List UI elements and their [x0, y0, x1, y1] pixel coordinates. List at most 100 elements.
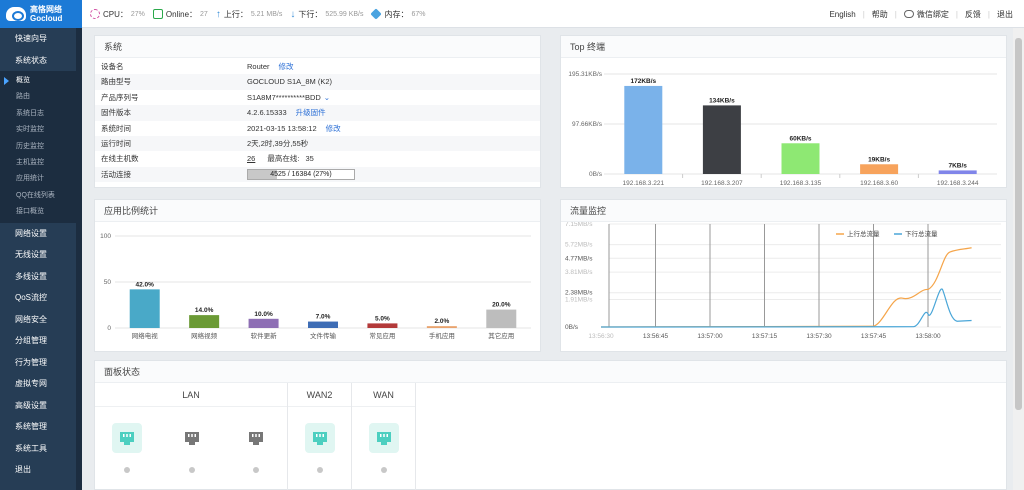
legend-label[interactable]: 下行总流量 — [905, 229, 938, 238]
sidebar-item-1[interactable]: 无线设置 — [15, 250, 47, 260]
app-ratio-panel: 应用比例统计 100 50 0 42.0% 网络电视 14.0% 网络视频 10.0% 软件更新… — [94, 199, 541, 352]
system-row: 在线主机数 26 最高在线: 35 — [95, 151, 540, 166]
port-group-title: LAN — [95, 383, 287, 407]
legend-label[interactable]: 上行总流量 — [847, 229, 880, 238]
logout-link[interactable]: 退出 — [997, 9, 1013, 19]
bar-data-label: 14.0% — [195, 307, 214, 314]
sidebar-subitem-8[interactable]: 接口概览 — [16, 208, 44, 216]
connections-progress-fill — [248, 169, 277, 179]
max-online-value: 35 — [305, 154, 314, 164]
sidebar-item-3[interactable]: QoS流控 — [15, 293, 48, 303]
feedback-link[interactable]: 反馈 — [964, 9, 981, 19]
system-row-value-wrap: 2天,2时,39分,55秒 — [247, 136, 308, 151]
help-link[interactable]: 帮助 — [871, 9, 888, 19]
bar[interactable] — [129, 289, 160, 328]
system-row-value-wrap: 26 最高在线: 35 — [247, 151, 314, 166]
bar[interactable] — [426, 326, 457, 328]
system-row-action-link[interactable]: 升级固件 — [295, 108, 326, 118]
ethernet-port[interactable] — [369, 423, 399, 473]
sidebar-item-system-status[interactable]: 系统状态 — [15, 55, 47, 65]
sidebar-item-quick-guide[interactable]: 快速向导 — [15, 34, 47, 43]
system-row: 固件版本 4.2.6.15333 升级固件 — [95, 105, 540, 121]
wechat-bind-link[interactable]: 微信绑定 — [897, 9, 956, 20]
download-value: 525.99 KB/s — [325, 10, 364, 18]
upload-value: 5.21 MB/s — [250, 10, 283, 18]
bar[interactable] — [860, 164, 899, 174]
system-row-label: 在线主机数 — [101, 154, 139, 164]
bar[interactable] — [624, 85, 663, 174]
sidebar-subitem-4[interactable]: 历史监控 — [16, 142, 44, 150]
system-panel: 系统 设备名 Router 修改 路由型号 GOCLOUD S1A_8M (K2) 产品序… — [94, 35, 541, 188]
sidebar-item-10[interactable]: 系统工具 — [15, 443, 47, 453]
bar-data-label: 42.0% — [135, 281, 154, 288]
sidebar-subitem-2[interactable]: 系统日志 — [16, 109, 44, 117]
system-row-value: S1A8M7**********BDD — [247, 92, 321, 102]
sidebar-item-8[interactable]: 高级设置 — [15, 400, 47, 410]
system-row-label: 设备名 — [101, 62, 124, 71]
system-row-value[interactable]: 26 — [247, 154, 256, 164]
sidebar-item-6[interactable]: 行为管理 — [15, 357, 47, 367]
memory-value: 67% — [411, 10, 426, 18]
x-tick-label: 13:56:45 — [643, 333, 669, 340]
x-tick-label: 手机应用 — [429, 331, 455, 340]
chevron-down-icon[interactable]: ⌄ — [323, 92, 331, 102]
sidebar-item-11[interactable]: 退出 — [15, 465, 31, 475]
sidebar-subitem-5[interactable]: 主机监控 — [16, 158, 44, 166]
port-status-dot — [252, 467, 259, 473]
system-row-label: 产品序列号 — [101, 92, 139, 102]
sidebar-subitem-1[interactable]: 路由 — [16, 93, 30, 101]
memory-stat: 内存： 67% — [370, 8, 426, 20]
bar[interactable] — [938, 170, 977, 174]
logo[interactable]: 高恪网络 Gocloud — [0, 0, 82, 28]
bar-data-label: 60KB/s — [789, 135, 811, 142]
x-tick-label: 13:57:30 — [806, 333, 832, 340]
sidebar-subitem-6[interactable]: 应用统计 — [16, 175, 44, 183]
page-scrollbar[interactable] — [1013, 28, 1024, 490]
series-line[interactable] — [600, 288, 972, 328]
sidebar-subitem-7[interactable]: QQ在线列表 — [16, 191, 55, 199]
ethernet-port[interactable] — [241, 423, 271, 473]
bar[interactable] — [308, 321, 338, 328]
system-row-action-link[interactable]: 修改 — [278, 62, 294, 71]
sidebar-item-4[interactable]: 网络安全 — [15, 314, 47, 324]
system-row-value-wrap: 4.2.6.15333 升级固件 — [247, 105, 326, 120]
x-tick-label: 13:57:15 — [752, 333, 778, 340]
sidebar-item-7[interactable]: 虚拟专网 — [15, 379, 47, 389]
bar[interactable] — [781, 143, 820, 174]
x-tick-label: 192.168.3.60 — [860, 180, 898, 187]
scrollbar-thumb[interactable] — [1015, 38, 1022, 410]
system-row-value: 4.2.6.15333 — [247, 108, 287, 118]
bar-data-label: 134KB/s — [709, 97, 735, 104]
y-tick-label: 100 — [100, 233, 111, 240]
language-link[interactable]: English — [829, 9, 856, 19]
app-ratio-title: 应用比例统计 — [95, 200, 540, 222]
bar[interactable] — [248, 318, 279, 328]
sidebar-subitem-0[interactable]: 概览 — [0, 73, 76, 89]
upload-stat: ↑ 上行： 5.21 MB/s — [216, 9, 283, 20]
sidebar-item-0[interactable]: 网络设置 — [15, 228, 47, 238]
port-group-lan: LAN — [95, 383, 288, 490]
sidebar-item-5[interactable]: 分组管理 — [15, 336, 47, 346]
sidebar-item-2[interactable]: 多线设置 — [15, 271, 47, 281]
bar[interactable] — [189, 315, 220, 328]
download-label: 下行： — [298, 9, 323, 19]
system-row: 系统时间 2021-03-15 13:58:12 修改 — [95, 121, 540, 136]
bar[interactable] — [367, 323, 398, 328]
bar[interactable] — [702, 105, 741, 174]
top-terminals-panel: Top 终端 195.31KB/s 97.66KB/s 0B/s 172KB/s 192… — [560, 35, 1007, 188]
ethernet-port-icon — [184, 432, 199, 445]
sidebar-item-9[interactable]: 系统管理 — [15, 422, 47, 432]
cpu-stat: CPU： 27% — [90, 9, 145, 20]
system-row-value-wrap: GOCLOUD S1A_8M (K2) — [247, 74, 332, 89]
system-row-label: 固件版本 — [101, 108, 131, 118]
cpu-label: CPU： — [103, 9, 128, 19]
online-label: Online： — [165, 9, 198, 19]
ethernet-port[interactable] — [112, 423, 143, 473]
series-line[interactable] — [600, 247, 972, 328]
system-row-action-link[interactable]: 修改 — [325, 123, 341, 133]
ethernet-port[interactable] — [305, 423, 335, 473]
sidebar-subitem-3[interactable]: 实时监控 — [16, 126, 44, 134]
bar[interactable] — [486, 309, 517, 328]
ethernet-port[interactable] — [177, 423, 207, 473]
system-row-value-wrap: 2021-03-15 13:58:12 修改 — [247, 121, 341, 136]
